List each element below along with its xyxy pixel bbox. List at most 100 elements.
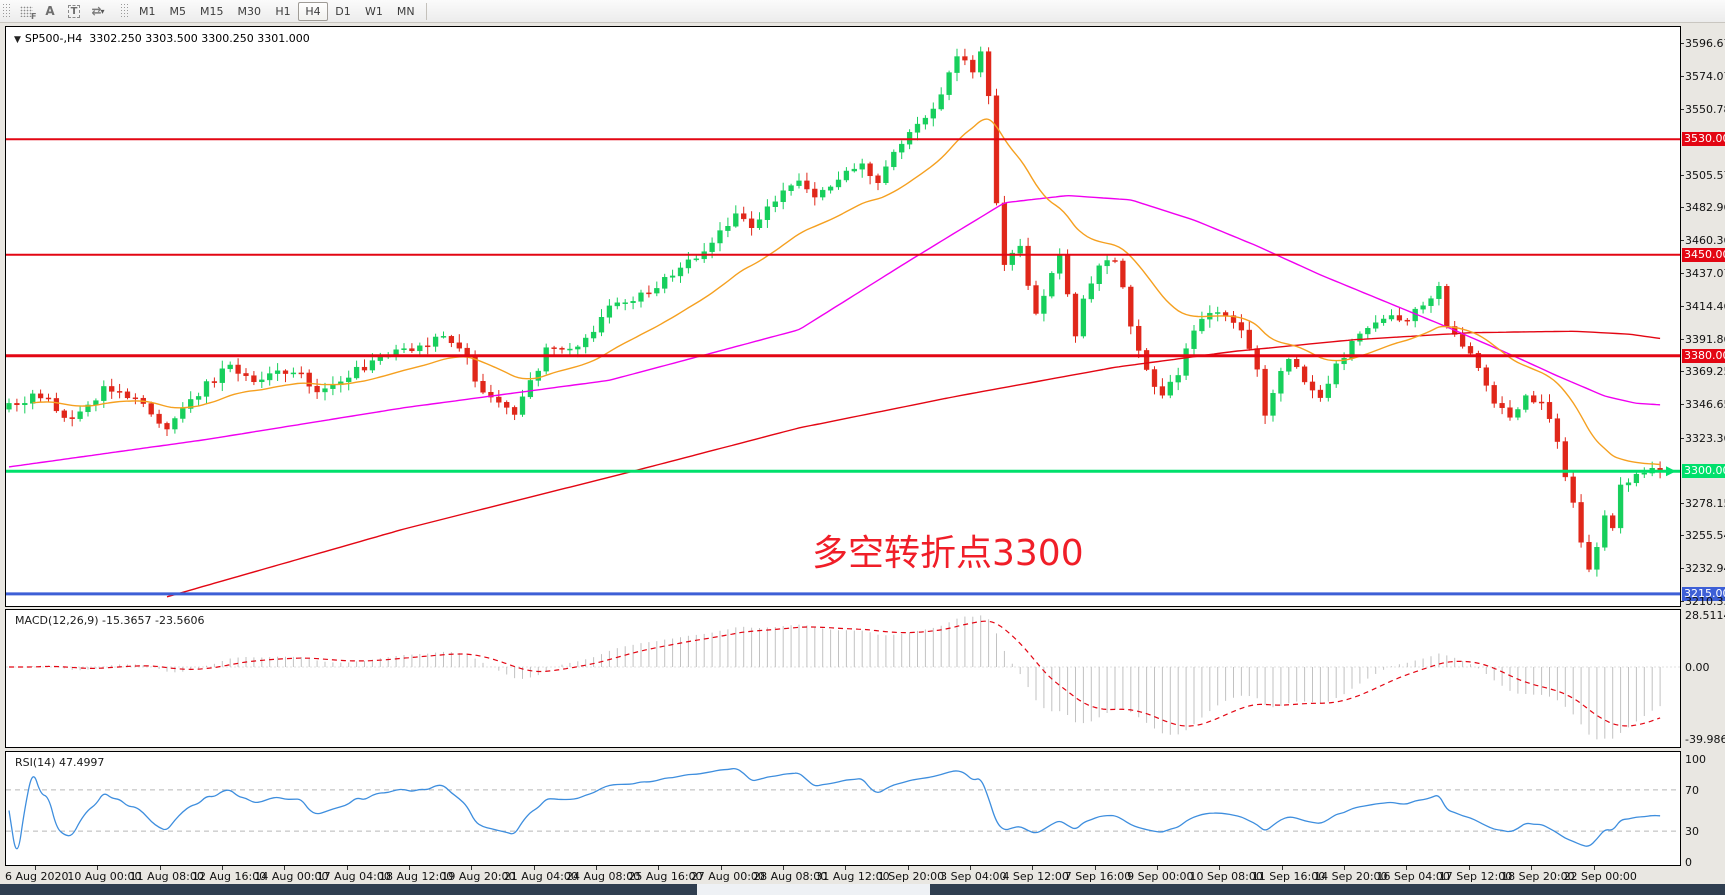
axis-tick	[1681, 502, 1684, 504]
price-level-badge: 3450.000	[1682, 247, 1725, 262]
price-tick-label: 3482.965	[1685, 201, 1725, 215]
crosshair-grid-icon[interactable]: F	[14, 2, 38, 21]
time-tick-label: 1 Sep 20:00	[877, 870, 945, 883]
timeframe-mn[interactable]: MN	[396, 4, 415, 18]
macd-axis[interactable]: 28.5114 0.00 -39.9869	[1681, 609, 1725, 748]
text-label-icon[interactable]: T	[62, 2, 86, 21]
bottom-window-strip	[0, 884, 1725, 895]
axis-tick	[1681, 174, 1684, 176]
ohlc-values: 3302.250 3303.500 3300.250 3301.000	[89, 32, 310, 45]
time-tick	[1344, 866, 1346, 870]
price-tick-label: 3346.650	[1685, 397, 1725, 411]
indicators-icon[interactable]: ⇄ ▾	[86, 2, 110, 21]
time-tick	[596, 866, 598, 870]
time-tick	[658, 866, 660, 870]
price-tick-label: 3574.070	[1685, 69, 1725, 83]
time-tick	[346, 866, 348, 870]
time-tick-label: 31 Aug 12:00	[815, 870, 890, 883]
chevron-down-icon[interactable]: ▼	[14, 35, 21, 45]
chart-text-annotation: 多空转折点3300	[812, 533, 1084, 574]
timeframe-m15[interactable]: M15	[200, 4, 224, 18]
arrow-text-icon[interactable]: A	[38, 2, 62, 21]
axis-tick	[1681, 207, 1684, 209]
price-tick-label: 3460.360	[1685, 233, 1725, 247]
axis-tick	[1681, 338, 1684, 340]
axis-tick	[1681, 437, 1684, 439]
double-arrows-glyph: ⇄	[91, 4, 101, 18]
timeframe-m5[interactable]: M5	[169, 4, 187, 18]
timeframe-m1[interactable]: M1	[139, 4, 156, 18]
time-tick	[907, 866, 909, 870]
time-tick-label: 17 Sep 12:00	[1438, 870, 1513, 883]
time-tick	[1468, 866, 1470, 870]
time-tick	[783, 866, 785, 870]
time-tick-label: 6 Aug 2020	[5, 870, 69, 883]
time-tick	[222, 866, 224, 870]
grid-f-label: F	[31, 11, 37, 21]
price-level-badge: 3215.000	[1682, 586, 1725, 601]
time-tick	[845, 866, 847, 870]
toolbar-separator	[425, 2, 427, 20]
axis-tick	[1681, 568, 1684, 570]
time-tick-label: 25 Aug 16:00	[628, 870, 703, 883]
time-tick	[1406, 866, 1408, 870]
bottom-strip-gap	[697, 884, 930, 895]
symbol-period-label: SP500-,H4	[24, 32, 83, 45]
rsi-tick-label: 70	[1685, 783, 1699, 797]
axis-tick	[1681, 43, 1684, 44]
time-tick-label: 19 Aug 20:00	[441, 870, 516, 883]
timeframe-w1[interactable]: W1	[365, 4, 383, 18]
main-chart-panel[interactable]: ▼ SP500-,H4 3302.250 3303.500 3300.250 33…	[5, 26, 1681, 607]
rsi-chart-canvas[interactable]	[6, 752, 1680, 865]
timeframe-h1[interactable]: H1	[275, 4, 291, 18]
price-tick-label: 3414.465	[1685, 300, 1725, 313]
macd-chart-canvas[interactable]	[6, 610, 1680, 747]
rsi-indicator-panel[interactable]: RSI(14) 47.4997	[5, 751, 1681, 866]
time-tick	[1593, 866, 1595, 870]
time-tick	[471, 866, 473, 870]
time-tick-label: 9 Sep 00:00	[1127, 870, 1194, 883]
candlestick-chart-canvas[interactable]	[6, 27, 1680, 606]
axis-tick	[1681, 273, 1684, 275]
price-tick-label: 3232.940	[1685, 562, 1725, 576]
time-tick-label: 16 Sep 04:00	[1376, 870, 1450, 883]
price-axis[interactable]: 3530.000 3450.000 3380.000 3300.000 3215.000…	[1681, 26, 1725, 608]
price-tick-label: 3596.675	[1685, 37, 1725, 50]
price-tick-label: 3278.150	[1685, 496, 1725, 510]
time-tick	[1281, 866, 1283, 870]
macd-tick-label: 28.5114	[1685, 609, 1725, 623]
price-level-badge: 3380.000	[1682, 348, 1725, 363]
letter-a-glyph: A	[45, 4, 55, 18]
grid-glyph: F	[19, 5, 37, 21]
price-tick-label: 3323.360	[1685, 431, 1725, 445]
time-tick	[159, 866, 161, 870]
time-tick	[1219, 866, 1221, 870]
time-tick-label: 11 Sep 16:00	[1251, 870, 1326, 883]
time-tick	[409, 866, 411, 870]
boxed-t-glyph: T	[67, 4, 81, 18]
axis-tick	[1681, 239, 1684, 241]
timeframe-h4[interactable]: H4	[298, 1, 328, 21]
axis-tick	[1681, 75, 1684, 77]
timeframe-d1[interactable]: D1	[335, 4, 351, 18]
time-tick-label: 17 Aug 04:00	[316, 870, 391, 883]
macd-indicator-panel[interactable]: MACD(12,26,9) -15.3657 -23.5606	[5, 609, 1681, 748]
time-tick	[284, 866, 286, 870]
axis-tick	[1681, 403, 1684, 405]
toolbar-grip[interactable]	[2, 3, 10, 19]
time-tick-label: 24 Aug 08:00	[566, 870, 641, 883]
time-tick-label: 11 Aug 08:00	[129, 870, 204, 883]
time-tick	[1094, 866, 1096, 870]
timeframe-m30[interactable]: M30	[237, 4, 262, 18]
chart-symbol-title[interactable]: ▼ SP500-,H4 3302.250 3303.500 3300.250 33…	[14, 32, 310, 45]
price-level-badge: 3530.000	[1682, 132, 1725, 147]
macd-tick-label: 0.00	[1685, 661, 1710, 674]
rsi-axis[interactable]: 100 70 30 0	[1681, 751, 1725, 869]
price-tick-label: 3505.570	[1685, 168, 1725, 182]
toolbar-grip-2[interactable]	[120, 3, 128, 19]
time-axis[interactable]: 6 Aug 2020 10 Aug 00:00 11 Aug 08:00 12 Aug…	[5, 866, 1681, 884]
time-tick	[720, 866, 722, 870]
price-level-badge: 3300.000	[1682, 464, 1725, 479]
time-tick	[970, 866, 972, 870]
